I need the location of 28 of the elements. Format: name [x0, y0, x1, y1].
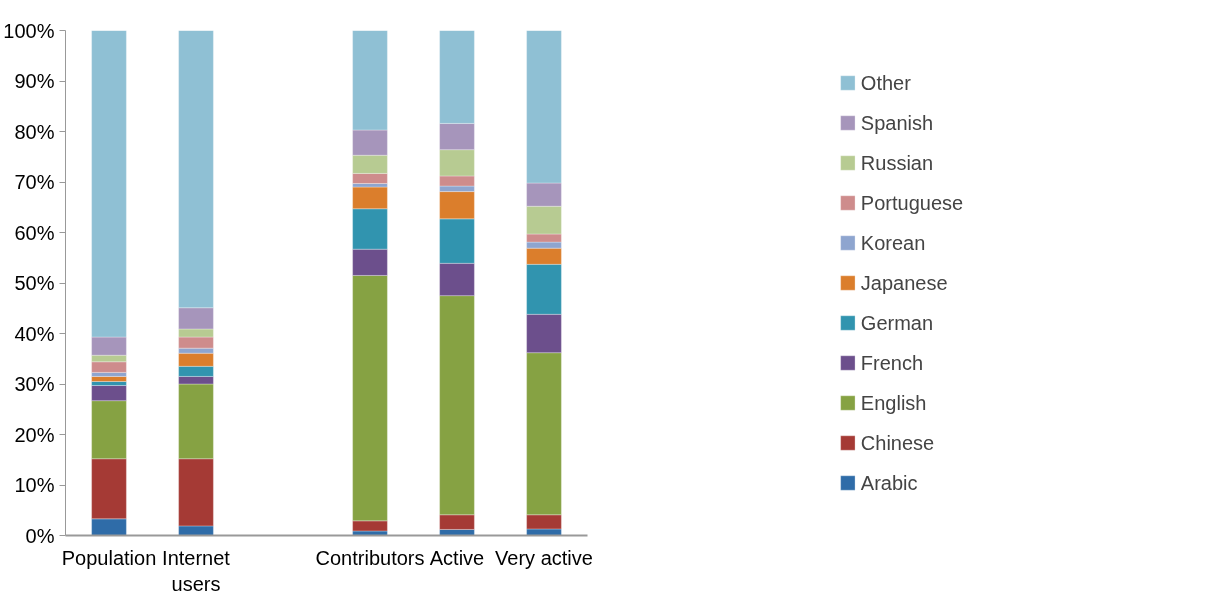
legend-label: English [860, 391, 927, 414]
y-tick-label: 0% [25, 524, 55, 547]
legend-label: Chinese [860, 431, 935, 454]
x-tick-label: Active [429, 546, 485, 569]
legend-label: French [860, 351, 924, 374]
y-tick-label: 70% [14, 171, 55, 193]
y-tick-label: 10% [14, 474, 55, 496]
legend-label: Spanish [860, 111, 934, 134]
x-tick-label: Population [61, 546, 157, 569]
y-tick-label: 100% [3, 19, 55, 42]
legend-label: Korean [860, 231, 926, 254]
y-tick-label: 60% [14, 221, 55, 244]
y-tick-label: 30% [14, 373, 55, 395]
legend-label: Other [860, 71, 911, 94]
legend-label: Arabic [860, 471, 918, 494]
legend-label: Portuguese [860, 191, 964, 214]
legend-label: German [860, 311, 934, 334]
y-tick-label: 80% [14, 120, 55, 143]
x-tick-label: Internet users [162, 546, 231, 595]
legend-label: Russian [860, 151, 934, 174]
x-tick-label: Contributors [315, 546, 425, 569]
bar [91, 376, 127, 382]
y-tick-label: 90% [14, 70, 55, 92]
x-tick-label: Very active [495, 546, 593, 569]
y-tick-label: 40% [14, 322, 55, 345]
y-tick-label: 50% [14, 272, 55, 294]
legend-label: Japanese [860, 271, 948, 294]
y-tick-label: 20% [14, 423, 55, 446]
